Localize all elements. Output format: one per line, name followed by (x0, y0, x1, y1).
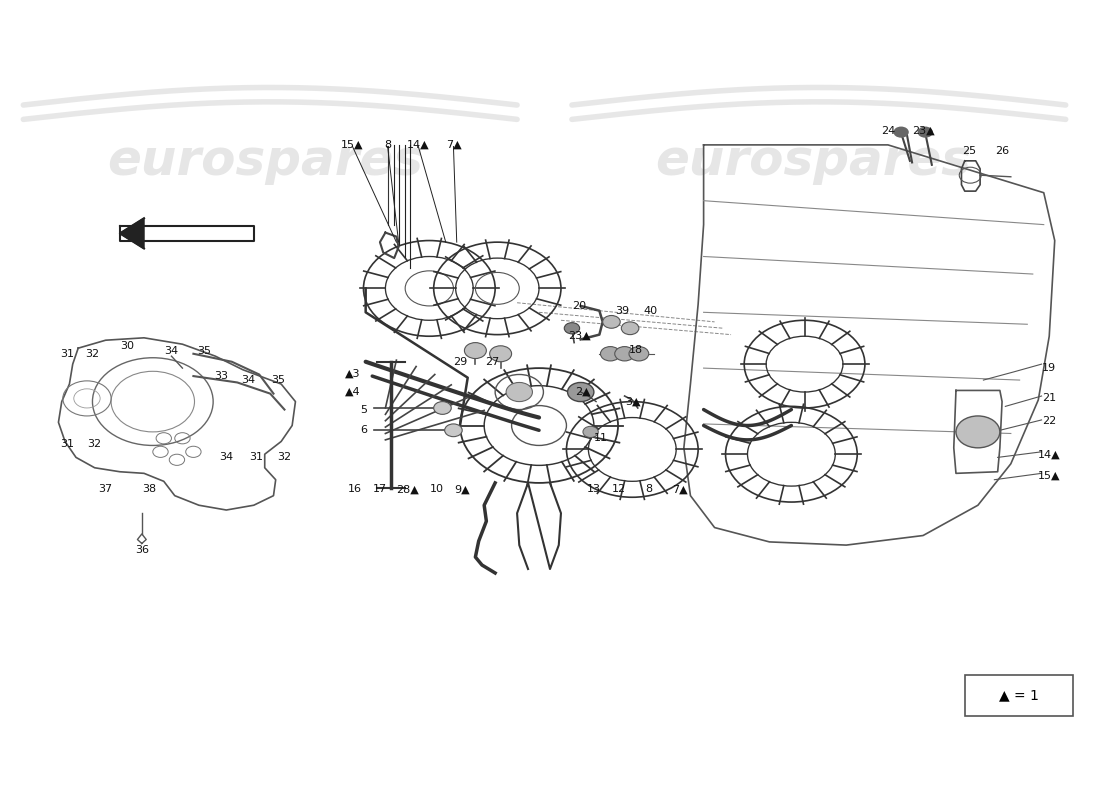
Text: 9▲: 9▲ (454, 484, 470, 494)
Text: 8: 8 (646, 484, 652, 494)
Text: 23▲: 23▲ (912, 126, 934, 135)
Text: 15▲: 15▲ (1038, 470, 1060, 481)
Circle shape (621, 322, 639, 334)
Text: 24: 24 (881, 126, 895, 135)
Text: 32: 32 (86, 349, 99, 358)
Circle shape (568, 382, 594, 402)
Circle shape (917, 126, 933, 138)
Text: 15▲: 15▲ (341, 140, 364, 150)
Text: 31: 31 (249, 452, 263, 462)
Text: 23▲: 23▲ (569, 330, 591, 341)
Circle shape (893, 126, 909, 138)
Circle shape (956, 416, 1000, 448)
Text: 34: 34 (164, 346, 178, 355)
Text: 14▲: 14▲ (1038, 450, 1060, 459)
FancyBboxPatch shape (965, 675, 1074, 717)
Text: ▲4: ▲4 (344, 387, 361, 397)
Circle shape (506, 382, 532, 402)
Text: 30: 30 (121, 341, 134, 350)
Text: 39: 39 (615, 306, 629, 316)
Text: 17: 17 (373, 484, 387, 494)
Text: 8: 8 (384, 140, 392, 150)
Text: 13: 13 (587, 484, 601, 494)
Text: 16: 16 (348, 484, 362, 494)
Text: 5: 5 (360, 406, 367, 415)
Text: 38: 38 (143, 484, 156, 494)
Circle shape (603, 315, 620, 328)
Text: 18: 18 (628, 345, 642, 354)
Circle shape (433, 402, 451, 414)
Text: 40: 40 (644, 306, 658, 316)
Circle shape (444, 424, 462, 437)
Text: 37: 37 (99, 484, 112, 494)
Text: eurospares: eurospares (107, 137, 422, 185)
Text: 33: 33 (213, 371, 228, 381)
Text: 25: 25 (962, 146, 976, 156)
Text: 35: 35 (271, 375, 285, 385)
Text: 35: 35 (197, 346, 211, 355)
Text: 7▲: 7▲ (672, 484, 688, 494)
Text: 19: 19 (1042, 363, 1056, 373)
Text: 6: 6 (360, 426, 367, 435)
Text: 31: 31 (60, 439, 74, 449)
Text: 26: 26 (996, 146, 1009, 156)
Circle shape (583, 426, 598, 438)
Text: 10: 10 (430, 484, 444, 494)
Text: eurospares: eurospares (656, 137, 971, 185)
Text: 29: 29 (453, 357, 468, 366)
Text: 20: 20 (573, 301, 586, 311)
Text: 2▲: 2▲ (575, 387, 591, 397)
Circle shape (464, 342, 486, 358)
Text: 11: 11 (594, 434, 607, 443)
Text: 28▲: 28▲ (396, 484, 419, 494)
Text: 32: 32 (88, 439, 101, 449)
Text: 31: 31 (60, 349, 74, 358)
Text: 32: 32 (277, 452, 292, 462)
Text: 14▲: 14▲ (407, 140, 430, 150)
Polygon shape (120, 218, 144, 249)
Text: 34: 34 (219, 452, 233, 462)
Circle shape (629, 346, 649, 361)
Circle shape (615, 346, 635, 361)
Text: ▲3: ▲3 (344, 369, 361, 378)
Text: 22: 22 (1042, 416, 1056, 426)
Circle shape (490, 346, 512, 362)
Text: 27: 27 (485, 357, 499, 366)
Circle shape (601, 346, 620, 361)
Text: 34: 34 (241, 375, 255, 385)
Circle shape (564, 322, 580, 334)
Text: 21: 21 (1042, 394, 1056, 403)
Text: 7▲: 7▲ (446, 140, 461, 150)
Text: 36: 36 (135, 545, 149, 555)
Text: 3▲: 3▲ (626, 397, 641, 406)
Text: ▲ = 1: ▲ = 1 (999, 689, 1040, 702)
Text: 12: 12 (612, 484, 626, 494)
